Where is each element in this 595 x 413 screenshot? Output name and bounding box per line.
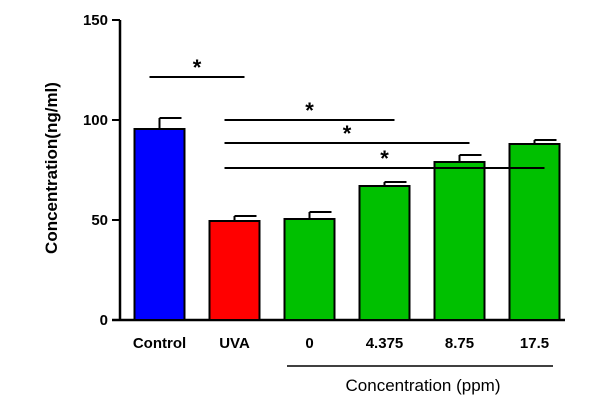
y-axis-label: Concentration(ng/ml) <box>42 82 61 254</box>
significance-annotations: * * * * <box>149 55 545 171</box>
x-tick-label: 17.5 <box>520 335 549 352</box>
x-tick-label: 8.75 <box>445 335 474 352</box>
bar <box>508 143 561 321</box>
axes: 0 50 100 150 <box>83 12 565 329</box>
bar <box>433 161 486 321</box>
bar <box>208 220 261 321</box>
bar <box>133 128 186 321</box>
x-tick-label: Control <box>133 335 186 352</box>
significance-star: * <box>305 98 314 123</box>
group-label: Concentration (ppm) <box>346 376 501 395</box>
x-tick-label: 0 <box>305 335 313 352</box>
y-tick-label: 100 <box>83 112 108 129</box>
significance-star: * <box>193 55 202 80</box>
bars: Control UVA 0 4.375 8.75 17.5 <box>133 117 561 352</box>
bar <box>283 218 336 321</box>
significance-star: * <box>343 121 352 146</box>
x-tick-label: UVA <box>219 335 250 352</box>
significance-star: * <box>380 146 389 171</box>
x-tick-label: 4.375 <box>366 335 404 352</box>
y-tick-label: 0 <box>100 312 108 329</box>
y-tick-label: 50 <box>91 212 108 229</box>
bar <box>358 185 411 321</box>
y-tick-label: 150 <box>83 12 108 29</box>
